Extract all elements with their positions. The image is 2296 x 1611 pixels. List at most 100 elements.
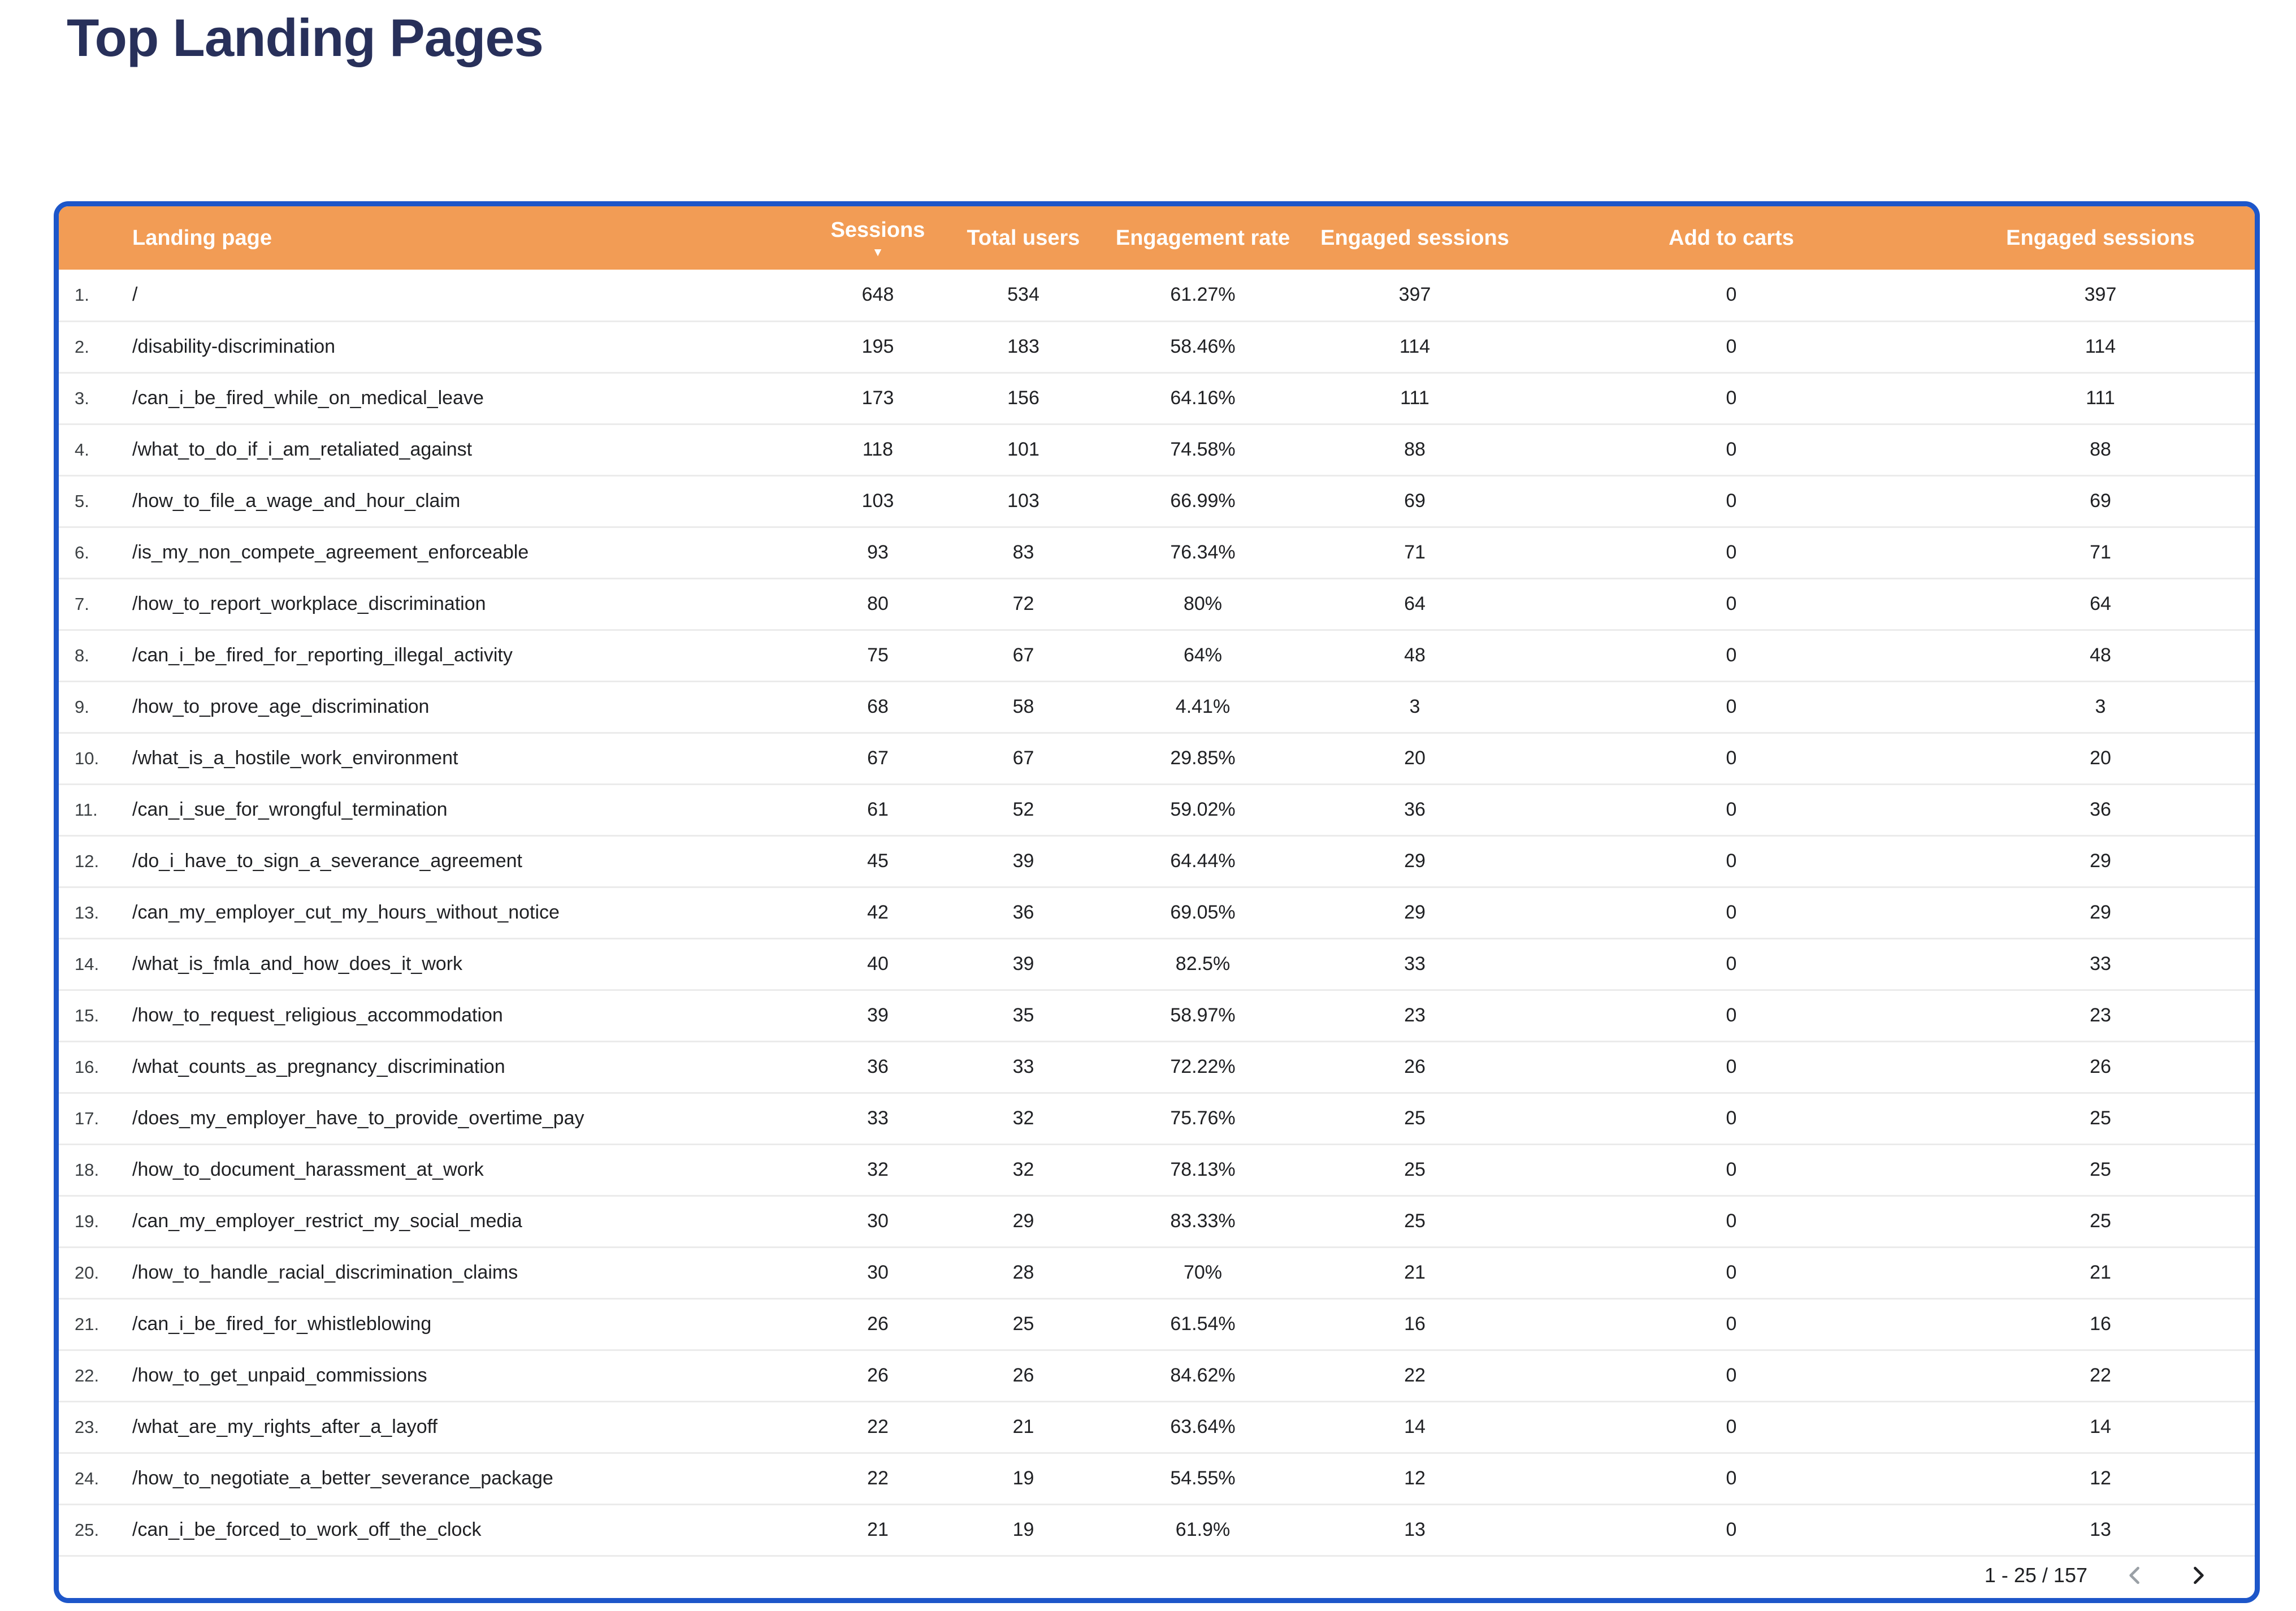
table-row: 14. /what_is_fmla_and_how_does_it_work 4… xyxy=(59,938,2255,991)
row-number-cell: 7. xyxy=(59,578,129,631)
engaged-sessions-2-cell: 23 xyxy=(1946,990,2255,1042)
sessions-cell: 648 xyxy=(802,270,954,322)
engaged-sessions-cell: 48 xyxy=(1313,630,1517,682)
add-to-carts-cell: 0 xyxy=(1517,1453,1946,1505)
landing-page-cell: /how_to_file_a_wage_and_hour_claim xyxy=(129,475,802,528)
sessions-cell: 39 xyxy=(802,990,954,1042)
header-add-to-carts[interactable]: Add to carts xyxy=(1517,206,1946,270)
table-row: 6. /is_my_non_compete_agreement_enforcea… xyxy=(59,527,2255,579)
header-engaged-sessions-2[interactable]: Engaged sessions xyxy=(1946,206,2255,270)
engaged-sessions-cell: 12 xyxy=(1313,1453,1517,1505)
total-users-cell: 83 xyxy=(954,527,1093,579)
row-number-cell: 23. xyxy=(59,1401,129,1454)
table-row: 19. /can_my_employer_restrict_my_social_… xyxy=(59,1196,2255,1248)
sessions-cell: 67 xyxy=(802,733,954,785)
pagination-range-label: 1 - 25 / 157 xyxy=(1984,1564,2087,1587)
engagement-rate-cell: 59.02% xyxy=(1093,784,1313,837)
landing-page-cell: /what_is_fmla_and_how_does_it_work xyxy=(129,938,802,991)
sessions-cell: 36 xyxy=(802,1041,954,1094)
total-users-cell: 36 xyxy=(954,887,1093,939)
header-engaged-sessions[interactable]: Engaged sessions xyxy=(1313,206,1517,270)
landing-pages-table: Landing page Sessions ▼ Total users Enga… xyxy=(59,206,2255,1557)
engaged-sessions-cell: 36 xyxy=(1313,784,1517,837)
sessions-cell: 26 xyxy=(802,1350,954,1402)
total-users-cell: 32 xyxy=(954,1144,1093,1197)
engaged-sessions-2-cell: 16 xyxy=(1946,1298,2255,1351)
table-row: 5. /how_to_file_a_wage_and_hour_claim 10… xyxy=(59,475,2255,528)
add-to-carts-cell: 0 xyxy=(1517,835,1946,888)
total-users-cell: 21 xyxy=(954,1401,1093,1454)
total-users-cell: 26 xyxy=(954,1350,1093,1402)
total-users-cell: 67 xyxy=(954,733,1093,785)
row-number-cell: 25. xyxy=(59,1504,129,1557)
engagement-rate-cell: 78.13% xyxy=(1093,1144,1313,1197)
sessions-cell: 68 xyxy=(802,681,954,734)
engagement-rate-cell: 29.85% xyxy=(1093,733,1313,785)
landing-page-cell: /does_my_employer_have_to_provide_overti… xyxy=(129,1093,802,1145)
engaged-sessions-cell: 13 xyxy=(1313,1504,1517,1557)
add-to-carts-cell: 0 xyxy=(1517,1504,1946,1557)
row-number-cell: 14. xyxy=(59,938,129,991)
next-page-button[interactable] xyxy=(2182,1560,2214,1591)
engagement-rate-cell: 70% xyxy=(1093,1247,1313,1300)
engaged-sessions-cell: 64 xyxy=(1313,578,1517,631)
table-row: 18. /how_to_document_harassment_at_work … xyxy=(59,1144,2255,1197)
header-total-users[interactable]: Total users xyxy=(954,206,1093,270)
table-body: 1. / 648 534 61.27% 397 0 397 2. /disabi… xyxy=(59,270,2255,1557)
engagement-rate-cell: 74.58% xyxy=(1093,424,1313,477)
sessions-cell: 32 xyxy=(802,1144,954,1197)
header-engagement-rate[interactable]: Engagement rate xyxy=(1093,206,1313,270)
header-sessions-label: Sessions xyxy=(830,218,925,242)
total-users-cell: 28 xyxy=(954,1247,1093,1300)
landing-page-cell: /can_i_be_fired_for_reporting_illegal_ac… xyxy=(129,630,802,682)
table-row: 23. /what_are_my_rights_after_a_layoff 2… xyxy=(59,1401,2255,1454)
total-users-cell: 67 xyxy=(954,630,1093,682)
sessions-cell: 118 xyxy=(802,424,954,477)
table-row: 25. /can_i_be_forced_to_work_off_the_clo… xyxy=(59,1504,2255,1557)
sessions-cell: 42 xyxy=(802,887,954,939)
engagement-rate-cell: 72.22% xyxy=(1093,1041,1313,1094)
row-number-cell: 20. xyxy=(59,1247,129,1300)
engaged-sessions-cell: 26 xyxy=(1313,1041,1517,1094)
landing-page-cell: /how_to_request_religious_accommodation xyxy=(129,990,802,1042)
add-to-carts-cell: 0 xyxy=(1517,1093,1946,1145)
row-number-cell: 10. xyxy=(59,733,129,785)
add-to-carts-cell: 0 xyxy=(1517,475,1946,528)
row-number-cell: 6. xyxy=(59,527,129,579)
landing-page-cell: /how_to_document_harassment_at_work xyxy=(129,1144,802,1197)
total-users-cell: 183 xyxy=(954,321,1093,374)
table-row: 16. /what_counts_as_pregnancy_discrimina… xyxy=(59,1041,2255,1094)
engagement-rate-cell: 58.97% xyxy=(1093,990,1313,1042)
total-users-cell: 534 xyxy=(954,270,1093,322)
engaged-sessions-cell: 20 xyxy=(1313,733,1517,785)
engaged-sessions-cell: 71 xyxy=(1313,527,1517,579)
table-row: 17. /does_my_employer_have_to_provide_ov… xyxy=(59,1093,2255,1145)
row-number-cell: 3. xyxy=(59,373,129,425)
engagement-rate-cell: 61.27% xyxy=(1093,270,1313,322)
row-number-cell: 17. xyxy=(59,1093,129,1145)
header-row-number-spacer xyxy=(59,206,129,270)
add-to-carts-cell: 0 xyxy=(1517,1041,1946,1094)
engaged-sessions-2-cell: 71 xyxy=(1946,527,2255,579)
prev-page-button[interactable] xyxy=(2119,1560,2151,1591)
engaged-sessions-2-cell: 69 xyxy=(1946,475,2255,528)
sessions-cell: 21 xyxy=(802,1504,954,1557)
engaged-sessions-2-cell: 3 xyxy=(1946,681,2255,734)
table-row: 22. /how_to_get_unpaid_commissions 26 26… xyxy=(59,1350,2255,1402)
header-landing-page[interactable]: Landing page xyxy=(129,206,802,270)
engaged-sessions-cell: 25 xyxy=(1313,1093,1517,1145)
engaged-sessions-2-cell: 26 xyxy=(1946,1041,2255,1094)
add-to-carts-cell: 0 xyxy=(1517,1298,1946,1351)
landing-page-cell: /can_my_employer_cut_my_hours_without_no… xyxy=(129,887,802,939)
total-users-cell: 35 xyxy=(954,990,1093,1042)
row-number-cell: 21. xyxy=(59,1298,129,1351)
table-row: 13. /can_my_employer_cut_my_hours_withou… xyxy=(59,887,2255,939)
add-to-carts-cell: 0 xyxy=(1517,1401,1946,1454)
total-users-cell: 39 xyxy=(954,938,1093,991)
header-sessions[interactable]: Sessions ▼ xyxy=(802,206,954,270)
sort-desc-icon: ▼ xyxy=(872,246,884,259)
row-number-cell: 15. xyxy=(59,990,129,1042)
row-number-cell: 11. xyxy=(59,784,129,837)
add-to-carts-cell: 0 xyxy=(1517,733,1946,785)
total-users-cell: 52 xyxy=(954,784,1093,837)
